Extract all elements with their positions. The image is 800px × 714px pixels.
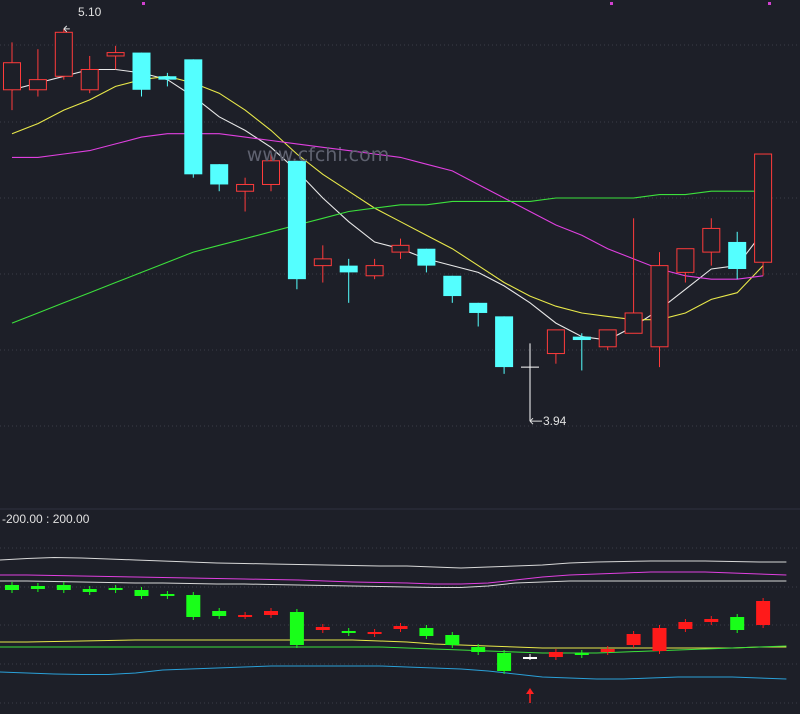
indicator-bar [134,590,149,596]
price-candles [3,28,773,422]
indicator-bar [678,622,693,629]
indicator-bar [704,619,719,622]
candle-body [106,52,125,57]
indicator-bar [315,627,330,630]
top-marker [142,2,145,5]
candle-body [417,248,436,266]
moving-average-line [12,133,764,280]
candle-body [572,336,591,341]
indicator-bar [160,594,175,596]
indicator-band-line [0,665,787,680]
candle-body [3,62,21,91]
indicator-candles [5,582,771,674]
indicator-band-line [0,571,787,585]
low-price-label: 3.94 [543,414,567,428]
candle-body [158,76,177,80]
indicator-bar [756,601,771,625]
indicator-bar [445,635,460,645]
candle-body [339,265,358,273]
indicator-bar [30,586,45,589]
annotations [63,25,542,703]
candle-body [495,316,514,368]
indicator-range-label: -200.00 : 200.00 [2,512,90,526]
indicator-bar [212,611,227,616]
moving-average-line [11,68,764,341]
candle-body [262,160,280,185]
candle-body [624,312,643,334]
moving-average-layer [11,68,764,341]
indicator-bar [264,611,278,615]
indicator-bar [393,626,408,629]
candle-body [236,183,255,192]
watermark-text: www.cfchi.com [247,144,389,166]
indicator-band-line [0,556,787,569]
low-pointer [529,417,542,425]
top-marker [610,2,613,5]
high-price-label: 5.10 [78,5,102,19]
moving-average-line [11,190,764,324]
indicator-bar [730,617,745,630]
candle-body [702,227,721,253]
indicator-bar [419,628,434,636]
indicator-bar [5,585,19,590]
signal-arrow-head [526,688,534,694]
indicator-bar [523,657,537,659]
candle-body [365,265,384,277]
indicator-bar [82,589,97,592]
candle-body [391,244,410,253]
indicator-band-line [0,580,787,588]
indicator-bar [56,585,71,590]
candle-body [650,265,669,348]
indicator-bar [186,595,201,617]
indicator-bar [497,653,512,671]
indicator-bar [471,647,486,652]
candle-body [210,164,229,185]
indicator-bar [574,653,589,655]
candle-body [54,31,73,77]
candle-body [469,302,488,313]
indicator-bar [341,631,356,633]
indicator-bar [289,612,304,645]
candle-body [80,68,99,91]
indicator-bar [238,615,253,617]
candle-body [546,329,565,355]
indicator-bar [367,632,382,634]
indicator-bar [108,588,123,590]
high-pointer [63,25,70,33]
candle-body [28,79,47,91]
candle-body [132,52,151,90]
candle-body [313,258,332,267]
candle-body [443,275,462,297]
candle-body [754,153,773,263]
indicator-bar [600,649,615,652]
indicator-bar [548,652,563,657]
top-marker [768,2,771,5]
candle-body [287,160,306,280]
indicator-bar [626,634,641,645]
indicator-bands [0,556,787,680]
candle-body [598,329,617,348]
candle-body [184,59,203,175]
candle-body [728,241,747,270]
indicator-bar [652,628,667,651]
indicator-band-line [0,645,787,654]
candle-body [676,248,695,273]
